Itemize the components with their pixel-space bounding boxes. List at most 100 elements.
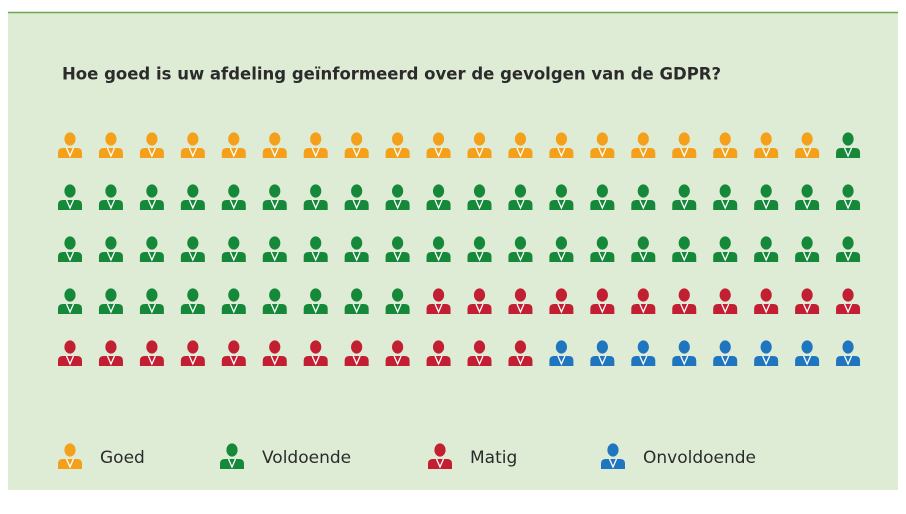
icon-head: [269, 288, 281, 302]
icon-head: [432, 132, 445, 146]
icon-body: [631, 200, 656, 210]
icon-tie: [147, 251, 156, 262]
icon-body: [836, 356, 861, 366]
icon-body: [713, 252, 738, 262]
icon-head: [637, 288, 649, 302]
icon-body: [98, 200, 123, 210]
icon-body: [713, 304, 738, 314]
icon-tie: [188, 251, 197, 262]
person-icon: [631, 288, 656, 314]
icon-head: [64, 340, 76, 354]
person-icon: [631, 236, 656, 262]
icon-tie: [270, 199, 279, 210]
icon-head: [596, 288, 608, 302]
person-icon: [467, 184, 492, 210]
person-icon: [672, 184, 697, 210]
icon-head: [842, 288, 854, 302]
person-icon: [549, 340, 574, 366]
person-icon: [262, 236, 287, 262]
legend-swatch: [428, 443, 452, 469]
icon-body: [262, 252, 287, 262]
person-icon: [180, 288, 205, 314]
icon-body: [549, 356, 574, 366]
icon-body: [549, 252, 574, 262]
icon-head: [351, 340, 363, 354]
icon-head: [473, 132, 486, 146]
icon-head: [105, 236, 117, 250]
icon-body: [549, 148, 574, 158]
icon-tie: [393, 355, 402, 366]
icon-body: [467, 252, 492, 262]
icon-head: [392, 236, 404, 250]
icon-tie: [393, 251, 402, 262]
icon-head: [473, 184, 486, 198]
person-icon: [467, 340, 492, 366]
person-icon: [180, 132, 205, 158]
icon-tie: [311, 199, 320, 210]
person-icon: [590, 184, 615, 210]
icon-body: [180, 356, 205, 366]
icon-body: [303, 304, 328, 314]
icon-tie: [516, 355, 525, 366]
icon-tie: [227, 458, 237, 469]
icon-body: [795, 356, 820, 366]
person-icon: [836, 184, 861, 210]
icon-tie: [434, 147, 443, 158]
icon-body: [631, 304, 656, 314]
icon-tie: [435, 458, 445, 469]
icon-head: [269, 340, 281, 354]
icon-body: [549, 304, 574, 314]
icon-head: [473, 340, 486, 354]
icon-tie: [639, 199, 648, 210]
person-icon: [795, 288, 820, 314]
icon-head: [187, 340, 199, 354]
icon-head: [269, 184, 281, 198]
icon-body: [344, 200, 369, 210]
icon-tie: [803, 199, 812, 210]
legend-swatch: [220, 443, 244, 469]
icon-body: [713, 356, 738, 366]
icon-tie: [229, 303, 238, 314]
person-icon: [98, 236, 123, 262]
icon-tie: [475, 355, 484, 366]
person-icon: [754, 288, 779, 314]
icon-head: [760, 288, 772, 302]
icon-body: [590, 356, 615, 366]
icon-body: [221, 304, 246, 314]
person-icon: [262, 340, 287, 366]
icon-tie: [680, 303, 689, 314]
icon-tie: [65, 251, 75, 262]
icon-tie: [639, 303, 648, 314]
icon-head: [434, 443, 446, 457]
icon-head: [555, 288, 567, 302]
icon-tie: [229, 199, 238, 210]
person-icon: [180, 236, 205, 262]
icon-body: [754, 148, 779, 158]
icon-body: [426, 304, 451, 314]
icon-body: [672, 252, 697, 262]
person-icon: [508, 288, 533, 314]
person-icon: [549, 184, 574, 210]
icon-body: [549, 200, 574, 210]
person-icon: [590, 132, 615, 158]
chart-title: Hoe goed is uw afdeling geïnformeerd ove…: [62, 65, 721, 84]
icon-head: [555, 340, 567, 354]
icon-tie: [762, 303, 771, 314]
person-icon: [344, 340, 369, 366]
icon-body: [221, 252, 246, 262]
icon-head: [760, 132, 772, 146]
person-icon: [631, 340, 656, 366]
icon-head: [719, 132, 731, 146]
legend-swatch: [58, 443, 82, 469]
person-icon: [672, 340, 697, 366]
icon-head: [514, 288, 527, 302]
icon-body: [672, 356, 697, 366]
icon-body: [467, 148, 492, 158]
icon-tie: [352, 303, 361, 314]
person-icon: [795, 132, 820, 158]
icon-head: [760, 236, 772, 250]
person-icon: [221, 132, 246, 158]
icon-body: [139, 200, 164, 210]
icon-tie: [557, 251, 566, 262]
icon-body: [754, 252, 779, 262]
